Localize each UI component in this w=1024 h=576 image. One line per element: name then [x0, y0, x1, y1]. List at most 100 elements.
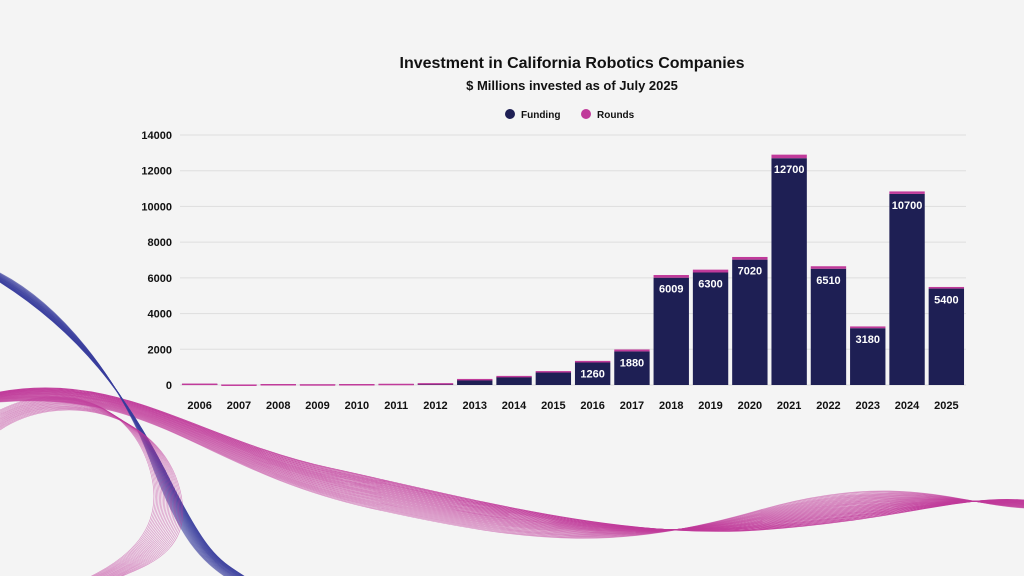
chart-title: Investment in California Robotics Compan… — [400, 55, 745, 72]
bar-funding-2024 — [889, 193, 925, 385]
x-tick-label: 2020 — [738, 400, 762, 412]
bar-rounds-2011 — [378, 383, 414, 386]
wave-line-pink — [0, 399, 1024, 537]
wave-line-pink — [0, 397, 1024, 534]
wave-line-pink — [0, 401, 166, 576]
wave-line-pink — [0, 397, 156, 576]
bar-funding-2013 — [457, 379, 493, 385]
bar-funding-2025 — [928, 288, 965, 385]
data-label-2020: 7020 — [738, 266, 762, 278]
data-label-2016: 1260 — [580, 369, 604, 381]
wave-line-pink — [0, 396, 1024, 533]
wave-line-pink — [0, 389, 1024, 531]
bar-rounds-2024 — [889, 191, 925, 194]
legend-label-funding: Funding — [521, 110, 560, 121]
y-tick-label: 8000 — [148, 237, 172, 249]
data-label-2024: 10700 — [892, 200, 923, 212]
bar-funding-2015 — [535, 372, 572, 385]
wave-line-pink — [0, 398, 1024, 536]
y-axis: 0 2000 4000 6000 8000 10000 12000 14000 — [141, 130, 172, 392]
wave-line-pink — [0, 400, 163, 576]
wave-line-pink — [0, 387, 1024, 532]
wave-line-pink — [0, 400, 164, 576]
wave-line-pink — [0, 390, 1024, 531]
wave-line-pink — [0, 397, 1024, 535]
x-tick-label: 2012 — [423, 400, 447, 412]
bar-rounds-2017 — [614, 349, 650, 352]
y-tick-label: 14000 — [141, 130, 172, 142]
x-tick-label: 2023 — [856, 400, 880, 412]
x-tick-label: 2021 — [777, 400, 801, 412]
wave-line-pink — [0, 396, 1024, 533]
wave-line-pink — [0, 405, 174, 576]
x-tick-label: 2019 — [698, 400, 722, 412]
x-tick-label: 2024 — [895, 400, 920, 412]
chart-subtitle: $ Millions invested as of July 2025 — [466, 78, 678, 93]
wave-line-pink — [0, 398, 1024, 535]
x-tick-label: 2010 — [345, 400, 369, 412]
bar-rounds-2025 — [928, 286, 965, 289]
y-tick-label: 6000 — [148, 273, 172, 285]
x-tick-label: 2014 — [502, 400, 527, 412]
x-tick-label: 2015 — [541, 400, 565, 412]
wave-line-pink — [0, 405, 175, 576]
wave-line-pink — [0, 397, 1024, 534]
wave-line-pink — [0, 402, 167, 576]
wave-line-pink — [0, 392, 1024, 531]
x-tick-label: 2017 — [620, 400, 644, 412]
wave-line-pink — [0, 403, 170, 576]
bar-funding-2018 — [653, 277, 689, 385]
wave-line-pink — [0, 389, 1024, 531]
data-label-2019: 6300 — [698, 279, 722, 291]
x-tick-label: 2025 — [934, 400, 958, 412]
wave-line-pink — [0, 397, 157, 576]
wave-line-pink — [0, 388, 1024, 531]
x-tick-label: 2006 — [187, 400, 211, 412]
wave-line-pink — [0, 407, 179, 576]
x-tick-label: 2022 — [816, 400, 840, 412]
bar-rounds-2015 — [535, 371, 572, 373]
wave-line-pink — [0, 390, 1024, 531]
y-tick-label: 2000 — [148, 344, 172, 356]
y-tick-label: 12000 — [141, 166, 172, 178]
wave-line-pink — [0, 399, 1024, 538]
bar-rounds-2018 — [653, 275, 689, 278]
legend-marker-rounds — [581, 109, 591, 119]
bar-funding-2022 — [810, 268, 847, 385]
bar-rounds-2014 — [496, 375, 532, 378]
wave-line-pink — [0, 407, 178, 576]
data-label-2017: 1880 — [620, 357, 644, 369]
wave-line-pink — [0, 391, 1024, 531]
wave-line-pink — [0, 406, 176, 576]
wave-line-pink — [0, 393, 1024, 531]
bar-funding-2014 — [496, 376, 532, 385]
wave-line-pink — [0, 404, 172, 576]
x-tick-label: 2018 — [659, 400, 683, 412]
bar-rounds-2022 — [810, 266, 847, 269]
bar-funding-2017 — [614, 351, 650, 385]
wave-line-pink — [0, 394, 1024, 532]
x-axis: 2006 2007 2008 2009 2010 2011 2012 2013 2014 2015… — [187, 400, 958, 412]
bar-rounds-2008 — [260, 384, 296, 386]
legend-label-rounds: Rounds — [597, 110, 635, 121]
data-label-2023: 3180 — [856, 334, 880, 346]
bar-rounds-2019 — [692, 269, 729, 273]
chart-bars: 1260 1880 6009 6300 7020 12700 6510 3180 10700 54… — [181, 154, 965, 386]
bar-funding-2020 — [732, 259, 768, 385]
bar-rounds-2012 — [417, 383, 454, 385]
legend-marker-funding — [505, 109, 515, 119]
bar-rounds-2010 — [339, 384, 375, 386]
y-tick-label: 10000 — [141, 201, 172, 213]
wave-line-pink — [0, 390, 1024, 531]
bar-rounds-2006 — [181, 383, 218, 386]
wave-line-pink — [0, 399, 162, 576]
data-label-2021: 12700 — [774, 164, 805, 176]
wave-line-pink — [0, 394, 1024, 531]
wave-line-pink — [0, 400, 1024, 538]
bar-rounds-2009 — [299, 384, 336, 386]
wave-line-pink — [0, 395, 1024, 532]
wave-line-pink — [0, 399, 1024, 536]
x-tick-label: 2009 — [305, 400, 329, 412]
